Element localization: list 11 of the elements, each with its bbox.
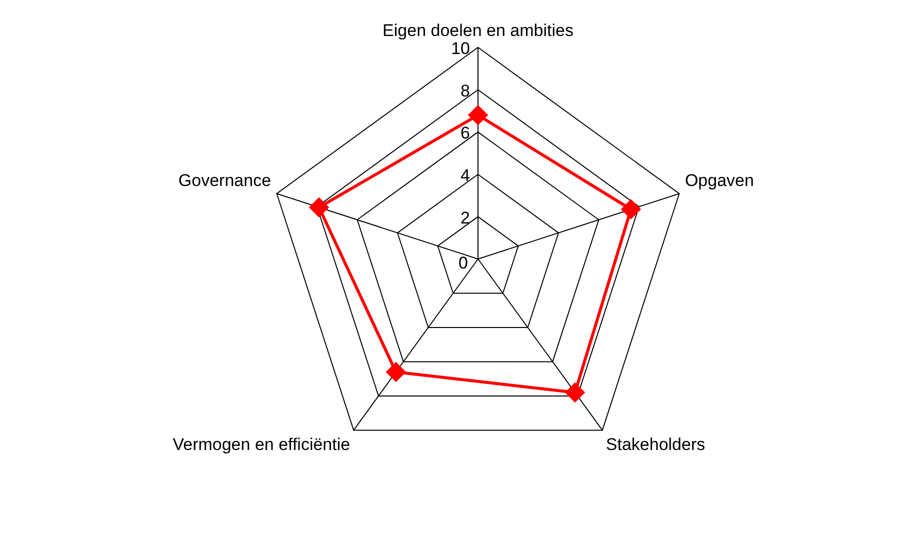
y-tick-label: 2 — [460, 208, 470, 228]
y-tick-label: 10 — [451, 39, 470, 58]
y-tick-label: 4 — [460, 166, 470, 186]
spoke-label: Governance — [178, 171, 272, 190]
spoke-label: Opgaven — [684, 171, 754, 190]
y-tick-label: 8 — [460, 81, 470, 100]
y-tick-label: 6 — [460, 124, 470, 143]
spoke-label: Vermogen en efficiëntie — [172, 434, 350, 454]
y-tick-label: 0 — [458, 254, 468, 273]
spoke-label: Stakeholders — [606, 434, 706, 454]
spoke-label: Eigen doelen en ambities — [382, 20, 574, 40]
